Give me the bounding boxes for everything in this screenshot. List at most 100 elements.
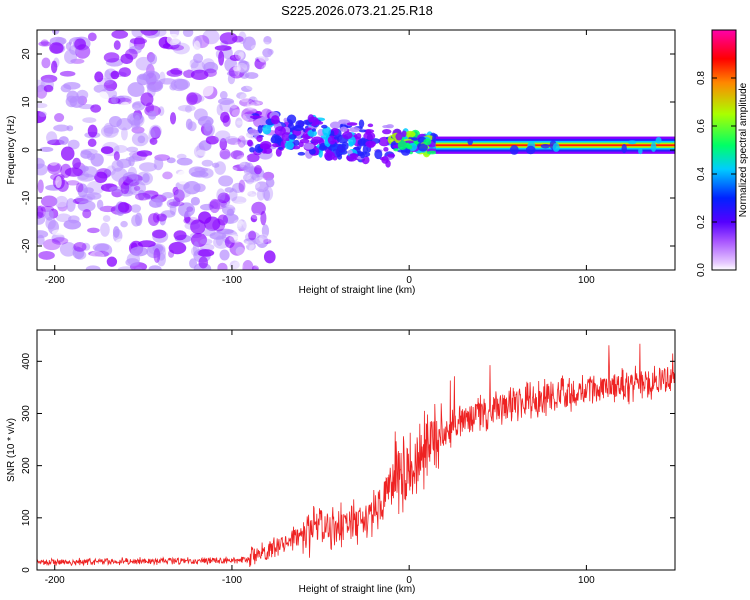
spectrogram-cell <box>43 84 54 93</box>
spectrogram-cell <box>193 145 206 159</box>
spectrogram-cell <box>37 163 48 176</box>
spectrogram-cell <box>228 167 238 172</box>
spectrogram-cell <box>176 57 191 72</box>
spectrogram-cell <box>250 101 261 110</box>
spectrogram-cell <box>106 256 118 267</box>
snr-x-tick-label: 0 <box>406 575 412 586</box>
spectrogram-cell <box>39 146 54 153</box>
snr-panel: -200 -100 0 100 0 100 200 300 400 Height of str… <box>6 329 676 595</box>
spectrogram-cell <box>99 205 117 213</box>
spectrogram-cell <box>148 265 162 270</box>
spectrogram-cell <box>117 266 135 270</box>
spectrogram-cell <box>166 157 176 164</box>
spectrogram-cell <box>228 222 242 230</box>
spectrogram-cell <box>80 148 98 156</box>
spectrogram-cell <box>51 233 65 243</box>
spectrogram-x-label: Height of straight line (km) <box>299 285 416 296</box>
spectrogram-cell <box>229 54 242 62</box>
spectrogram-cell <box>382 128 392 135</box>
spectrogram-cell <box>140 30 159 36</box>
spectrogram-cell <box>340 126 348 133</box>
spectrogram-cell <box>158 78 177 85</box>
spectrogram-cell <box>203 123 215 137</box>
spectrogram-cell <box>393 148 399 152</box>
spectrogram-cell <box>224 136 240 145</box>
spectrogram-cell <box>225 203 239 208</box>
spectrogram-cell <box>59 242 77 257</box>
spectrogram-cell <box>212 162 220 168</box>
spectrogram-cell <box>151 229 167 239</box>
spectrogram-cell <box>127 82 145 97</box>
spectrogram-cell <box>131 214 141 227</box>
spectrogram-cell <box>87 124 98 138</box>
spectrogram-cell <box>307 114 315 123</box>
spectrogram-cell <box>245 79 259 91</box>
spectrogram-cell <box>148 53 158 65</box>
colorbar-tick-label: 0.2 <box>696 215 707 229</box>
spectrogram-cell <box>255 237 264 245</box>
spectrogram-cell <box>236 62 248 73</box>
spectrogram-cell <box>386 124 394 129</box>
spectrogram-cell <box>168 249 175 258</box>
spectrogram-cell <box>263 35 272 45</box>
spectrogram-cell <box>342 131 353 140</box>
spectrogram-cell <box>60 146 75 161</box>
spectrogram-cell <box>249 146 255 153</box>
spectrogram-x-ticks: -200 -100 0 100 <box>45 30 595 286</box>
spectrogram-cell <box>263 64 273 77</box>
spectrogram-cell <box>229 104 240 117</box>
spectrogram-cell <box>85 265 101 270</box>
spectrogram-cell <box>254 165 262 175</box>
spectrogram-cell <box>37 234 45 246</box>
spectrogram-cell <box>47 162 61 172</box>
spectrogram-cell <box>148 198 162 208</box>
spectrogram-cell <box>129 37 147 45</box>
spectrogram-cell <box>103 127 120 134</box>
spectrogram-x-tick-label: 0 <box>406 275 412 286</box>
spectrogram-cell <box>258 234 270 243</box>
spectrogram-cell <box>109 186 124 193</box>
spectrogram-cell <box>329 121 341 129</box>
spectrogram-cell <box>117 201 130 213</box>
spectrogram-cell <box>186 92 198 106</box>
snr-series-line <box>37 343 675 568</box>
spectrogram-cell <box>75 234 88 244</box>
spectrogram-cell <box>219 249 230 261</box>
spectrogram-cell <box>234 201 248 209</box>
spectrogram-cell <box>217 192 231 204</box>
spectrogram-cell <box>49 42 64 54</box>
spectrogram-cell <box>217 262 228 270</box>
spectrogram-cell <box>232 65 242 72</box>
spectrogram-cell <box>114 238 128 253</box>
snr-y-tick-label: 300 <box>21 405 32 422</box>
spectrogram-cell <box>262 87 273 93</box>
spectrogram-cell <box>247 139 253 147</box>
spectrogram-cell <box>260 141 272 150</box>
spectrogram-cell <box>259 55 266 63</box>
spectrogram-cell <box>133 185 141 191</box>
spectrogram-cell <box>256 135 263 142</box>
spectrogram-cell <box>401 130 407 138</box>
spectrogram-cell <box>53 124 70 132</box>
spectrogram-cell <box>318 145 328 151</box>
spectrogram-cell <box>38 111 47 118</box>
spectrogram-cell <box>244 72 259 79</box>
spectrogram-cell <box>173 189 185 202</box>
spectrogram-cell <box>203 61 219 74</box>
spectrogram-cell <box>63 81 81 90</box>
spectrogram-cell <box>58 136 69 145</box>
spectrogram-cell <box>218 175 234 187</box>
spectrogram-cell <box>119 101 131 112</box>
spectrogram-cell <box>118 67 131 77</box>
spectrogram-cell <box>130 246 149 257</box>
spectrogram-cell <box>311 136 324 144</box>
spectrogram-cell <box>38 250 55 260</box>
spectrogram-cell <box>88 250 105 266</box>
spectrogram-cell <box>125 48 138 60</box>
spectrogram-cell <box>292 125 304 132</box>
spectrogram-cell <box>87 32 97 42</box>
spectrogram-cell <box>100 124 119 138</box>
spectrogram-cell <box>77 183 88 198</box>
spectrogram-cell <box>232 66 240 72</box>
